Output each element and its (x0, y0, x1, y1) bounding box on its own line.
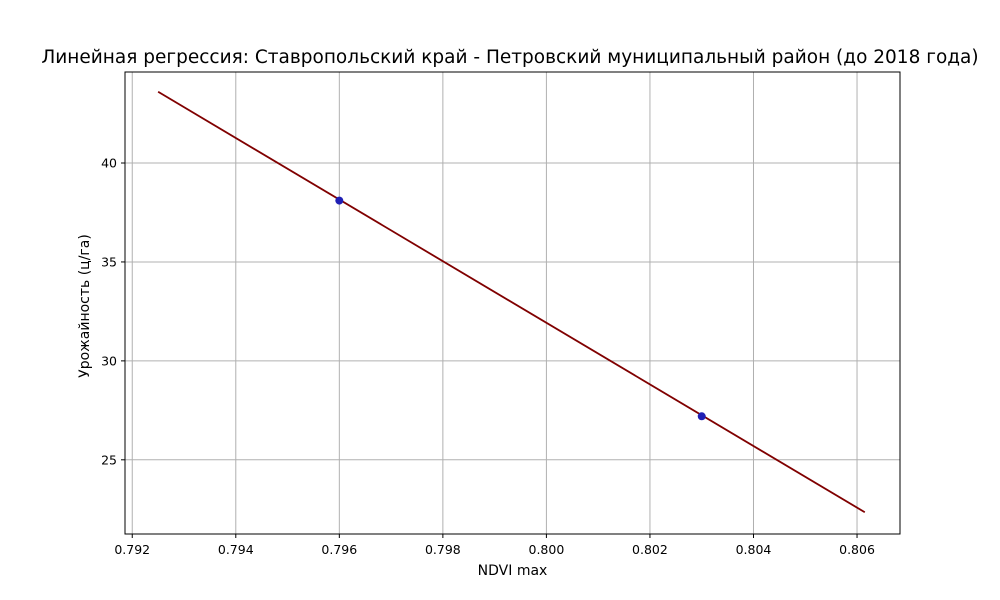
regression-line (157, 91, 866, 514)
y-tick-label: 40 (101, 156, 117, 171)
y-axis-label: Урожайность (ц/га) (77, 234, 93, 378)
y-tick-label: 35 (101, 254, 117, 269)
x-tick-label: 0.800 (529, 542, 565, 557)
series-layer (157, 91, 866, 514)
plot-frame (124, 71, 901, 535)
ticks: 0.792 0.794 0.796 0.798 0.800 0.802 0.804 0.806… (101, 156, 875, 557)
x-tick-label: 0.792 (114, 542, 150, 557)
x-tick-label: 0.794 (218, 542, 254, 557)
x-tick-label: 0.798 (425, 542, 461, 557)
data-point (697, 412, 706, 421)
grid (125, 72, 900, 534)
x-tick-label: 0.802 (632, 542, 668, 557)
x-tick-label: 0.804 (736, 542, 772, 557)
data-point (335, 196, 344, 205)
y-tick-label: 25 (101, 452, 117, 467)
x-axis-label: NDVI max (478, 563, 548, 579)
x-tick-label: 0.806 (839, 542, 875, 557)
x-tick-label: 0.796 (321, 542, 357, 557)
chart-title: Линейная регрессия: Ставропольский край … (41, 47, 978, 68)
y-tick-label: 30 (101, 353, 117, 368)
